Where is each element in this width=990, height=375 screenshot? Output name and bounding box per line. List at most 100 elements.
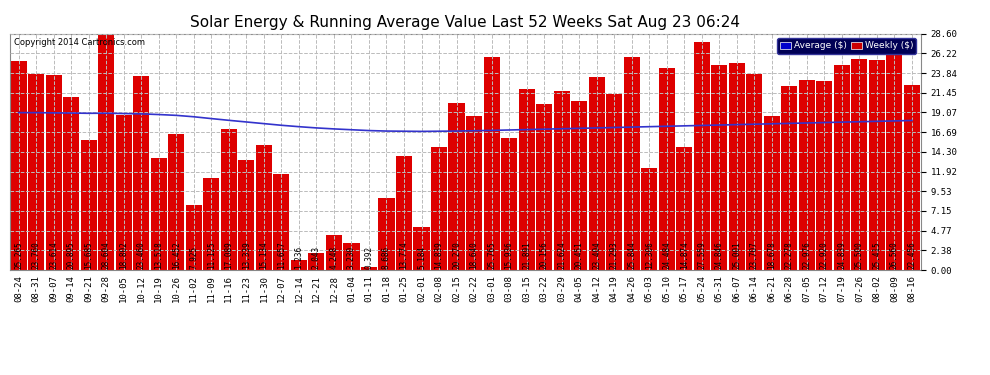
Text: 11-30: 11-30	[259, 276, 268, 302]
Text: 06-14: 06-14	[749, 276, 758, 302]
Text: 03-22: 03-22	[540, 276, 548, 302]
Bar	[851, 59, 867, 270]
Bar	[799, 80, 815, 270]
Text: 7.925: 7.925	[189, 246, 198, 269]
Text: 23.404: 23.404	[592, 242, 601, 269]
Bar	[291, 260, 307, 270]
Text: 0.392: 0.392	[364, 246, 373, 269]
Text: 02-08: 02-08	[435, 276, 444, 302]
Bar	[326, 235, 342, 270]
Text: 2.043: 2.043	[312, 246, 321, 269]
Text: 12-14: 12-14	[294, 276, 303, 302]
Bar	[466, 116, 482, 270]
Text: 11.657: 11.657	[277, 242, 286, 269]
Text: 1.236: 1.236	[294, 246, 303, 269]
Text: 27.559: 27.559	[697, 242, 706, 269]
Bar	[221, 129, 237, 270]
Bar	[676, 147, 692, 270]
Text: 25.500: 25.500	[855, 242, 864, 269]
Text: 06-07: 06-07	[733, 276, 742, 302]
Text: 25.415: 25.415	[872, 242, 881, 269]
Text: 12.306: 12.306	[644, 242, 653, 269]
Bar	[763, 116, 780, 270]
Bar	[729, 63, 744, 270]
Text: 3.230: 3.230	[346, 246, 356, 269]
Text: 09-21: 09-21	[84, 276, 93, 302]
Text: 03-08: 03-08	[505, 276, 514, 302]
Text: Copyright 2014 Cartronics.com: Copyright 2014 Cartronics.com	[15, 39, 146, 48]
Bar	[817, 81, 833, 270]
Bar	[711, 65, 728, 270]
Text: 23.760: 23.760	[32, 242, 41, 269]
Bar	[255, 145, 272, 270]
Text: 04-12: 04-12	[592, 276, 601, 302]
Text: 24.484: 24.484	[662, 242, 671, 269]
Bar	[642, 168, 657, 270]
Text: 13.339: 13.339	[242, 242, 250, 269]
Bar	[536, 104, 552, 270]
Text: 05-10: 05-10	[662, 276, 671, 302]
Text: 5.184: 5.184	[417, 246, 426, 269]
Text: 20.270: 20.270	[452, 242, 461, 269]
Bar	[134, 76, 149, 270]
Bar	[186, 204, 202, 270]
Bar	[344, 243, 359, 270]
Bar	[904, 84, 920, 270]
Bar	[501, 138, 517, 270]
Bar	[694, 42, 710, 270]
Bar	[378, 198, 395, 270]
Text: 06-28: 06-28	[785, 276, 794, 302]
Bar	[553, 92, 569, 270]
Text: 8.686: 8.686	[382, 246, 391, 269]
Text: 01-25: 01-25	[400, 276, 409, 302]
Text: 22.456: 22.456	[908, 242, 917, 269]
Bar	[781, 86, 797, 270]
Text: 24.839: 24.839	[838, 242, 846, 269]
Bar	[886, 51, 903, 270]
Text: 22.278: 22.278	[785, 242, 794, 269]
Bar	[203, 178, 220, 270]
Text: 08-09: 08-09	[890, 276, 899, 302]
Text: 02-15: 02-15	[452, 276, 461, 302]
Text: 08-16: 08-16	[908, 276, 917, 302]
Text: 18.678: 18.678	[767, 242, 776, 269]
Bar	[11, 61, 27, 270]
Text: 04-05: 04-05	[574, 276, 584, 302]
Text: 03-01: 03-01	[487, 276, 496, 302]
Text: 05-03: 05-03	[644, 276, 653, 302]
Text: 04-19: 04-19	[610, 276, 619, 302]
Text: 24.846: 24.846	[715, 242, 724, 269]
Text: 14.874: 14.874	[680, 242, 689, 269]
Bar	[869, 60, 885, 270]
Text: 09-07: 09-07	[50, 276, 58, 302]
Text: 26.560: 26.560	[890, 242, 899, 269]
Bar	[116, 115, 132, 270]
Text: 05-24: 05-24	[697, 276, 706, 302]
Text: 20.156: 20.156	[540, 242, 548, 269]
Bar	[63, 98, 79, 270]
Legend: Average ($), Weekly ($): Average ($), Weekly ($)	[777, 38, 916, 54]
Bar	[28, 74, 45, 270]
Text: 09-28: 09-28	[102, 276, 111, 302]
Bar	[483, 57, 500, 270]
Text: 13.774: 13.774	[400, 242, 409, 269]
Text: 18.640: 18.640	[469, 242, 478, 269]
Text: 08-24: 08-24	[14, 276, 23, 302]
Text: 12-21: 12-21	[312, 276, 321, 302]
Text: 21.624: 21.624	[557, 242, 566, 269]
Text: 13.518: 13.518	[154, 242, 163, 269]
Text: 18.802: 18.802	[119, 242, 129, 269]
Text: 10-12: 10-12	[137, 276, 146, 302]
Text: 28.604: 28.604	[102, 242, 111, 269]
Bar	[589, 76, 605, 270]
Text: 20.451: 20.451	[574, 242, 584, 269]
Text: 11-16: 11-16	[225, 276, 234, 302]
Bar	[606, 94, 623, 270]
Text: 08-31: 08-31	[32, 276, 41, 302]
Text: 05-17: 05-17	[680, 276, 689, 302]
Text: 07-05: 07-05	[802, 276, 812, 302]
Bar	[308, 253, 325, 270]
Text: 15.134: 15.134	[259, 242, 268, 269]
Bar	[361, 267, 377, 270]
Text: 01-18: 01-18	[382, 276, 391, 302]
